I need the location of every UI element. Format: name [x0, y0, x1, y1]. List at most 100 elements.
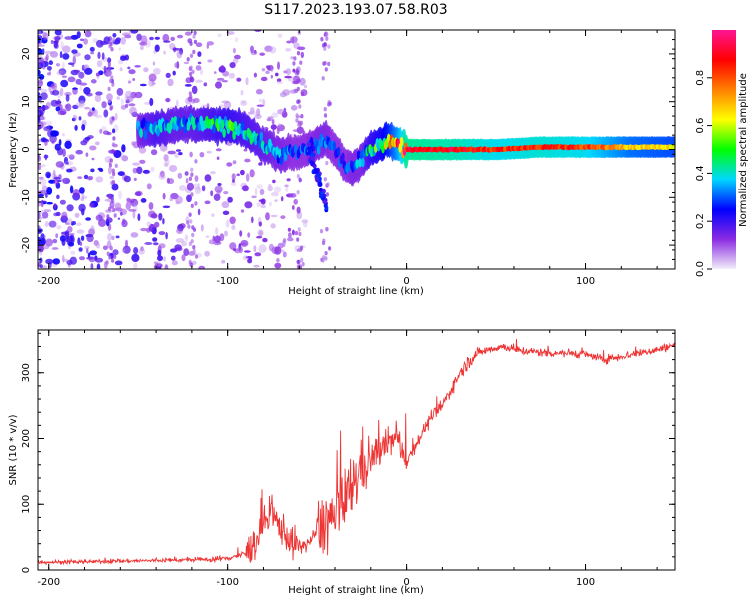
spectrogram-noise-blob — [116, 96, 121, 100]
spectrogram-noise-blob — [195, 65, 202, 71]
spectrogram-noise-blob — [38, 139, 41, 143]
spectrogram-noise-blob — [249, 169, 255, 178]
spectrogram-noise-blob — [194, 175, 199, 182]
spectrogram-noise-blob — [288, 232, 292, 238]
spectrogram-noise-blob — [267, 183, 272, 187]
spectrogram-streak-blob — [189, 53, 194, 58]
spectrogram-noise-blob — [94, 94, 102, 103]
spectrogram-noise-blob — [265, 212, 270, 221]
spectrogram-noise-blob — [221, 259, 226, 264]
spectrogram-noise-blob — [292, 68, 296, 73]
spectrogram-streak-blob — [301, 262, 305, 267]
spectrogram-noise-blob — [296, 126, 304, 134]
spectrogram-noise-blob — [122, 245, 131, 254]
spectrogram-noise-blob — [130, 232, 139, 238]
spectrogram-noise-blob — [106, 93, 113, 101]
spectrogram-noise-blob — [116, 87, 124, 96]
spectrogram-noise-blob — [154, 36, 160, 40]
colorbar-gradient — [712, 30, 736, 269]
spectrogram-noise-blob — [67, 226, 73, 233]
spectrogram-noise-blob — [38, 108, 45, 115]
spectrogram-noise-blob — [157, 249, 162, 257]
spectrogram-streak-blob — [188, 212, 192, 217]
spectrogram-noise-blob — [74, 212, 80, 218]
spectrogram-noise-blob — [66, 154, 76, 158]
spectrogram-noise-blob — [103, 65, 107, 74]
spectrogram-noise-blob — [175, 238, 185, 243]
spectrogram-noise-blob — [95, 176, 104, 183]
spectrogram-noise-blob — [109, 201, 115, 209]
spectrogram-noise-blob — [71, 49, 78, 54]
spectrogram-streak-blob — [194, 159, 198, 164]
spectrogram-noise-blob — [109, 175, 115, 180]
spectrogram-noise-blob — [47, 124, 50, 132]
spectrogram-y-tick-label: 10 — [21, 95, 32, 108]
snr-frame — [37, 329, 676, 571]
spectrogram-noise-blob — [120, 98, 124, 106]
spectrogram-noise-blob — [52, 238, 58, 244]
spectrogram-noise-blob — [256, 184, 263, 190]
spectrogram-noise-blob — [83, 38, 88, 45]
spectrogram-ridge-core — [279, 155, 284, 166]
spectrogram-streak-blob — [296, 190, 300, 195]
spectrogram-noise-blob — [276, 78, 282, 82]
spectrogram-streak-blob — [323, 46, 327, 51]
spectrogram-noise-blob — [168, 165, 178, 172]
spectrogram-noise-blob — [143, 67, 149, 73]
spectrogram-noise-blob — [250, 50, 258, 56]
spectrogram-noise-blob — [83, 174, 89, 180]
spectrogram-streak-blob — [189, 41, 193, 46]
spectrogram-noise-blob — [135, 93, 141, 98]
spectrogram-branch-blob — [314, 168, 319, 174]
spectrogram-streak-blob — [105, 260, 109, 265]
spectrogram-ridge-core — [332, 141, 337, 151]
spectrogram-noise-blob — [177, 172, 183, 179]
spectrogram-noise-blob — [128, 69, 136, 75]
spectrogram-noise-blob — [284, 75, 292, 79]
spectrogram-noise-blob — [210, 190, 214, 197]
spectrogram-noise-blob — [48, 85, 52, 93]
spectrogram-noise-blob — [230, 182, 237, 186]
spectrogram-streak-blob — [109, 78, 113, 84]
spectrogram-noise-blob — [163, 40, 171, 43]
spectrogram-noise-blob — [193, 39, 197, 45]
spectrogram-noise-blob — [89, 202, 95, 208]
spectrogram-noise-blob — [232, 222, 236, 229]
spectrogram-noise-blob — [66, 168, 73, 173]
spectrogram-noise-blob — [152, 61, 156, 66]
colorbar-ticks: 0.0 0.2 0.4 0.6 0.8 — [695, 70, 712, 277]
spectrogram-noise-blob — [204, 174, 212, 182]
spectrogram-noise-blob — [80, 235, 85, 241]
spectrogram-noise-blob — [290, 105, 298, 111]
spectrogram-noise-blob — [248, 257, 252, 261]
spectrogram-noise-blob — [165, 72, 171, 78]
spectrogram-noise-blob — [281, 196, 284, 202]
spectrogram-noise-blob — [222, 210, 230, 215]
spectrogram-streak-blob — [193, 30, 197, 36]
spectrogram-noise-blob — [138, 248, 145, 255]
spectrogram-noise-blob — [139, 83, 147, 87]
spectrogram-noise-blob — [84, 67, 93, 75]
spectrogram-noise-blob — [189, 151, 193, 158]
spectrogram-ridge-core — [361, 157, 365, 168]
spectrogram-noise-blob — [118, 47, 121, 51]
spectrogram-noise-blob — [303, 84, 308, 89]
spectrogram-noise-blob — [132, 210, 136, 219]
spectrogram-noise-blob — [236, 77, 242, 82]
spectrogram-noise-blob — [268, 243, 274, 252]
colorbar-tick-label: 0.6 — [695, 118, 706, 134]
spectrogram-noise-blob — [38, 92, 41, 97]
spectrogram-noise-blob — [76, 222, 82, 227]
spectrogram-noise-blob — [226, 31, 235, 35]
spectrogram-noise-blob — [76, 43, 83, 49]
spectrogram-noise-blob — [53, 177, 61, 180]
spectrogram-streak-blob — [190, 239, 194, 244]
spectrogram-noise-blob — [90, 225, 95, 234]
spectrogram-streak-blob — [112, 171, 116, 177]
spectrogram-noise-blob — [258, 98, 263, 103]
spectrogram-noise-blob — [227, 196, 233, 203]
spectrogram-noise-blob — [184, 171, 189, 176]
spectrogram-noise-blob — [40, 88, 48, 93]
spectrogram-noise-blob — [142, 169, 150, 174]
